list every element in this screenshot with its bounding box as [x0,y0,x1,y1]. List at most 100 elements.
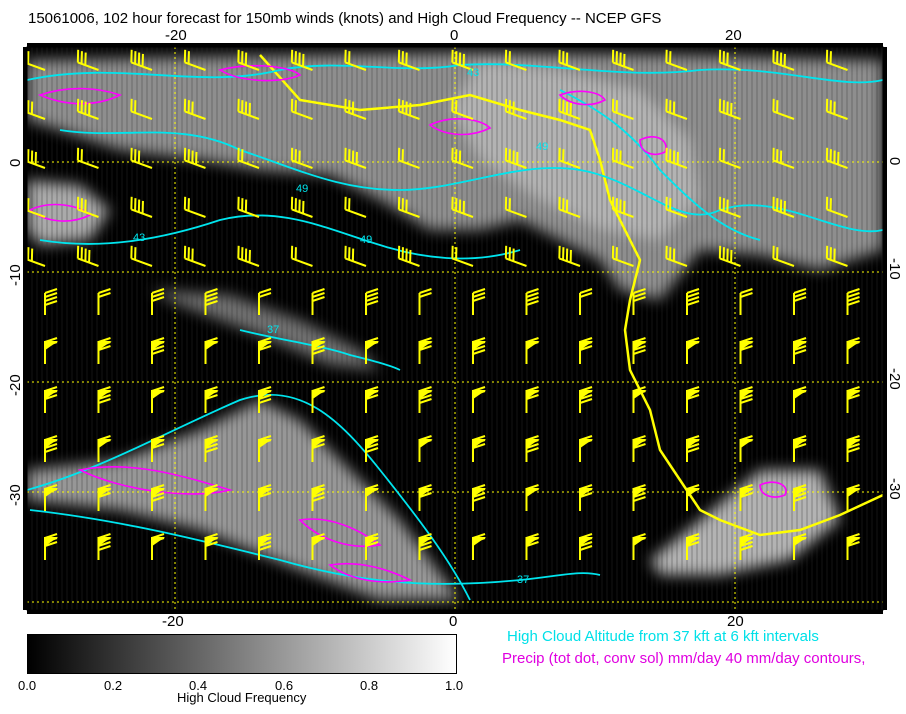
lat-label-right-1: 0 [886,157,903,165]
colorbar-tick-5: 1.0 [445,678,464,693]
wind-barb-127 [793,386,808,413]
wind-barb-13 [665,49,688,71]
wind-barb-130 [97,435,112,462]
wind-barb-149 [258,484,273,511]
wind-barb-136 [418,435,433,462]
wind-barb-159 [793,484,808,511]
wind-barb-156 [632,484,647,511]
wind-barb-16 [825,49,848,71]
contour-label-6: 43 [467,67,479,79]
wind-barb-64 [825,196,848,218]
wind-barb-76 [611,245,634,267]
wind-barb-69 [237,245,260,267]
wind-barb-34 [76,147,99,169]
wind-barb-132 [204,435,219,462]
coastline [259,54,883,537]
wind-barb-110 [739,337,754,364]
wind-barb-48 [825,147,848,169]
wind-barb-107 [579,337,594,364]
wind-barb-102 [311,337,326,364]
wind-barb-27 [558,98,581,120]
wind-barb-82 [97,288,111,315]
wind-barb-35 [130,147,153,169]
wind-barb-168 [418,533,433,560]
wind-barb-133 [258,435,273,462]
lon-label-top-3: 20 [725,27,742,44]
wind-barb-126 [739,386,754,413]
lat-label-right-4: -30 [886,478,903,500]
wind-barb-3 [130,49,153,71]
lat-label-left-4: -30 [7,484,24,506]
wind-barb-117 [258,386,273,413]
wind-barb-52 [183,196,206,218]
wind-barb-10 [504,49,527,71]
wind-barb-108 [632,337,647,364]
wind-barb-84 [204,288,218,315]
wind-barb-19 [130,98,153,120]
wind-barb-174 [739,533,754,560]
wind-barb-78 [718,245,741,267]
wind-barb-18 [76,98,99,120]
wind-barb-54 [290,196,313,218]
wind-barb-58 [504,196,527,218]
wind-barb-41 [451,147,474,169]
wind-barb-81 [44,288,58,315]
wind-barb-7 [344,49,367,71]
wind-barb-87 [365,288,379,315]
wind-barb-2 [76,49,99,71]
wind-barb-154 [525,484,540,511]
wind-barb-175 [793,533,808,560]
wind-barb-134 [311,435,326,462]
colorbar-title: High Cloud Frequency [177,690,307,705]
wind-barb-83 [151,288,165,315]
wind-barb-88 [418,288,432,315]
wind-barb-40 [397,147,420,169]
contour-label-4: 37 [267,324,279,336]
wind-barb-112 [846,337,861,364]
wind-barb-53 [237,196,260,218]
wind-barb-113 [44,386,59,413]
wind-barb-49 [27,198,46,218]
contour-label-7: 49 [536,141,548,153]
wind-barb-1 [27,51,46,71]
wind-barb-24 [397,98,420,120]
wind-barb-91 [579,288,593,315]
wind-barb-166 [311,533,326,560]
wind-barb-115 [151,386,166,413]
colorbar-tick-3: 0.6 [275,678,294,693]
wind-barb-50 [76,196,99,218]
wind-barb-20 [183,98,206,120]
contour-label-3: 49 [360,234,372,246]
wind-barb-118 [311,386,326,413]
wind-barb-14 [718,49,741,71]
wind-barb-95 [793,288,807,315]
wind-barb-161 [44,533,59,560]
wind-barb-99 [151,337,166,364]
wind-barb-33 [27,149,46,169]
wind-barb-9 [451,49,474,71]
wind-barb-67 [130,245,153,267]
wind-barb-100 [204,337,219,364]
wind-barb-15 [772,49,795,71]
wind-barb-62 [718,196,741,218]
wind-barb-37 [237,147,260,169]
wind-barb-162 [97,533,112,560]
wind-barb-5 [237,49,260,71]
wind-barb-60 [611,196,634,218]
wind-barb-121 [472,386,487,413]
wind-barb-109 [686,337,701,364]
wind-barb-111 [793,337,808,364]
colorbar-tick-4: 0.8 [360,678,379,693]
wind-barb-152 [418,484,433,511]
wind-barb-42 [504,147,527,169]
wind-barb-160 [846,484,861,511]
wind-barb-141 [686,435,701,462]
wind-barb-63 [772,196,795,218]
legend-precip: Precip (tot dot, conv sol) mm/day 40 mm/… [502,650,866,667]
wind-barb-75 [558,245,581,267]
wind-barb-39 [344,147,367,169]
cloud-frequency-field [27,52,883,600]
wind-barb-155 [579,484,594,511]
wind-barb-57 [451,196,474,218]
